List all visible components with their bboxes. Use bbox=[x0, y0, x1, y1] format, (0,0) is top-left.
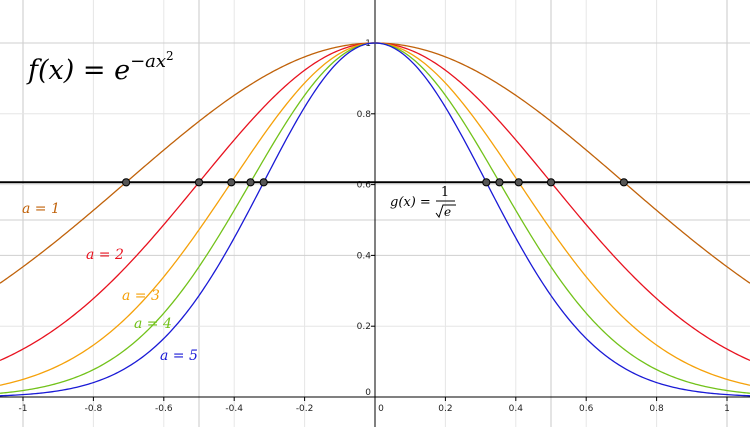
series-label-a-5: a = 5 bbox=[160, 348, 198, 364]
svg-text:1: 1 bbox=[441, 185, 449, 200]
svg-text:g(x) =: g(x) = bbox=[390, 195, 431, 210]
intersection-point bbox=[482, 178, 491, 187]
x-tick-label: 0.2 bbox=[438, 404, 452, 414]
intersection-point bbox=[546, 178, 556, 187]
intersection-point bbox=[227, 178, 236, 187]
x-tick-label: -0.4 bbox=[225, 404, 243, 414]
intersection-point bbox=[495, 178, 504, 187]
series-label-a-4: a = 4 bbox=[134, 316, 172, 332]
series-labels: a = 1 a = 2 a = 3 a = 4 a = 5 bbox=[22, 201, 198, 364]
series-label-a-2: a = 2 bbox=[86, 247, 124, 263]
chart-title: f(x) = e−ax2 bbox=[26, 49, 174, 86]
series-label-a-3: a = 3 bbox=[122, 288, 160, 304]
x-tick-label: -1 bbox=[19, 404, 28, 414]
intersection-points bbox=[122, 178, 628, 187]
y-tick-label: 0.6 bbox=[357, 181, 372, 191]
intersection-point bbox=[514, 178, 523, 187]
intersection-point bbox=[194, 178, 204, 187]
x-tick-label: 0.8 bbox=[649, 404, 664, 414]
y-tick-label: 0.8 bbox=[357, 110, 372, 120]
g-formula-label: g(x) = 1 e bbox=[390, 185, 456, 219]
svg-text:e: e bbox=[444, 205, 451, 219]
series-label-a-1: a = 1 bbox=[22, 201, 60, 217]
intersection-point bbox=[246, 178, 255, 187]
intersection-point bbox=[259, 178, 268, 187]
intersection-point bbox=[122, 178, 131, 187]
x-tick-label: 0 bbox=[378, 404, 384, 414]
y-tick-label: 0.2 bbox=[357, 322, 371, 332]
y-tick-label: 0 bbox=[365, 388, 371, 398]
x-tick-label: 0.4 bbox=[509, 404, 524, 414]
x-tick-label: -0.8 bbox=[85, 404, 103, 414]
y-tick-label: 0.4 bbox=[357, 251, 372, 261]
x-tick-label: 0.6 bbox=[579, 404, 594, 414]
x-tick-label: 1 bbox=[724, 404, 730, 414]
curve-a-5 bbox=[0, 42, 750, 397]
tick-labels: -1 -0.8 -0.6 -0.4 -0.2 0 0.2 0.4 0.6 0.8 1 0 0.2 0.4 0… bbox=[19, 39, 730, 414]
intersection-point bbox=[619, 178, 628, 187]
x-tick-label: -0.6 bbox=[155, 404, 173, 414]
x-tick-label: -0.2 bbox=[296, 404, 314, 414]
